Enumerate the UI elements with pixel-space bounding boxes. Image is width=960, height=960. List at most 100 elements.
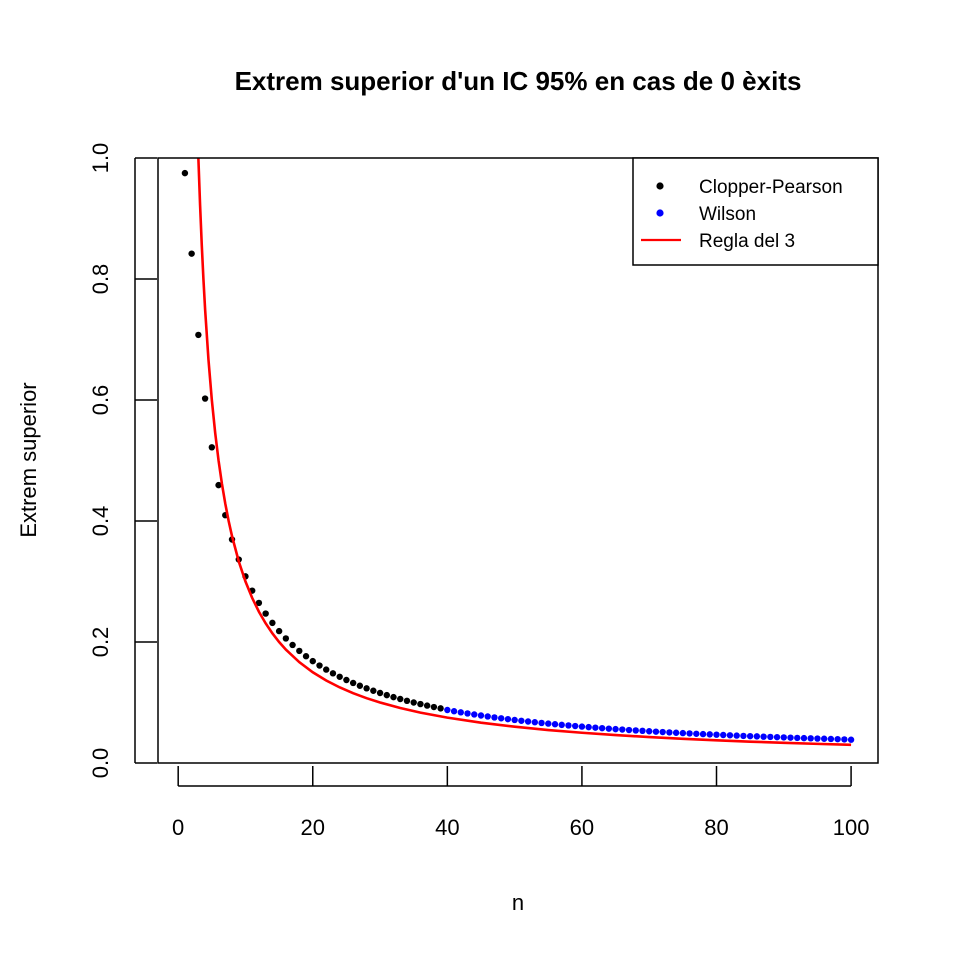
data-point-wilson	[619, 726, 626, 733]
x-tick-label: 80	[704, 815, 728, 840]
data-point-clopper-pearson	[289, 641, 296, 649]
data-point-clopper-pearson	[390, 693, 397, 701]
data-point-wilson	[814, 735, 821, 742]
data-point-clopper-pearson	[403, 697, 411, 705]
data-point-wilson	[800, 734, 808, 742]
x-tick-label: 40	[435, 815, 459, 840]
data-point-wilson	[820, 735, 828, 742]
data-point-wilson	[477, 712, 485, 719]
legend-label-wilson: Wilson	[699, 204, 756, 225]
y-tick-label: 0.8	[88, 264, 113, 295]
data-point-clopper-pearson	[417, 700, 424, 708]
data-point-wilson	[720, 731, 727, 739]
data-point-clopper-pearson	[423, 702, 431, 709]
y-tick-label: 0.0	[88, 748, 113, 779]
data-point-wilson	[538, 719, 545, 727]
data-point-clopper-pearson	[343, 676, 350, 684]
data-point-clopper-pearson	[208, 444, 216, 451]
data-point-wilson	[733, 732, 740, 739]
data-point-clopper-pearson	[363, 685, 370, 692]
data-point-wilson	[693, 730, 700, 737]
data-point-clopper-pearson	[188, 250, 195, 257]
data-point-wilson	[598, 724, 606, 732]
plot-frame	[157, 157, 879, 764]
data-point-clopper-pearson	[329, 670, 337, 677]
legend-label-regla-del-3: Regla del 3	[699, 231, 795, 252]
data-point-wilson	[558, 721, 565, 729]
data-point-wilson	[841, 736, 848, 743]
data-point-wilson	[491, 714, 498, 721]
data-point-wilson	[531, 719, 539, 726]
data-point-clopper-pearson	[282, 635, 290, 642]
data-point-wilson	[794, 734, 801, 742]
data-point-wilson	[524, 718, 532, 725]
data-point-clopper-pearson	[201, 395, 209, 402]
data-point-wilson	[666, 729, 673, 736]
x-axis-label: n	[512, 890, 524, 915]
data-point-wilson	[780, 734, 787, 741]
legend-swatch-wilson	[656, 209, 664, 217]
y-tick-label: 0.2	[88, 627, 113, 658]
data-point-wilson	[572, 722, 579, 730]
data-point-clopper-pearson	[195, 331, 202, 339]
data-point-wilson	[827, 735, 835, 743]
data-point-wilson	[659, 728, 666, 736]
data-point-clopper-pearson	[430, 703, 438, 711]
legend-swatch-clopper-pearson	[656, 182, 664, 190]
data-point-wilson	[545, 720, 552, 727]
data-point-wilson	[753, 733, 761, 740]
data-point-wilson	[565, 722, 572, 729]
data-point-clopper-pearson	[262, 610, 269, 617]
data-point-clopper-pearson	[383, 691, 390, 699]
data-point-wilson	[625, 726, 633, 734]
x-axis: 0 20 40 60 80 100	[172, 766, 869, 840]
data-point-wilson	[767, 733, 774, 741]
data-point-wilson	[605, 725, 613, 732]
data-point-clopper-pearson	[316, 662, 323, 669]
data-point-clopper-pearson	[302, 653, 310, 660]
data-point-clopper-pearson	[370, 687, 377, 694]
data-point-wilson	[672, 729, 680, 736]
x-tick-label: 0	[172, 815, 184, 840]
data-point-wilson	[847, 736, 855, 743]
data-point-clopper-pearson	[376, 689, 384, 697]
legend-label-clopper-pearson: Clopper-Pearson	[699, 177, 843, 198]
data-point-wilson	[679, 729, 687, 737]
data-point-wilson	[484, 713, 491, 720]
data-point-clopper-pearson	[309, 657, 316, 665]
y-axis-label: Extrem superior	[16, 382, 41, 537]
data-point-wilson	[464, 710, 471, 717]
data-point-wilson	[639, 727, 646, 735]
data-point-wilson	[450, 708, 458, 715]
data-point-wilson	[706, 731, 713, 738]
data-point-wilson	[444, 706, 451, 714]
chart-title: Extrem superior d'un IC 95% en cas de 0 …	[235, 66, 802, 96]
data-point-wilson	[612, 725, 619, 733]
series-line-regla-del-3	[197, 158, 852, 747]
data-point-wilson	[646, 728, 653, 735]
data-point-clopper-pearson	[215, 481, 222, 489]
x-tick-label: 100	[833, 815, 870, 840]
data-point-wilson	[592, 724, 599, 731]
data-point-wilson	[713, 731, 720, 738]
y-tick-label: 0.6	[88, 385, 113, 416]
data-point-wilson	[760, 733, 767, 740]
data-point-clopper-pearson	[255, 599, 263, 607]
data-point-clopper-pearson	[181, 169, 189, 177]
data-point-clopper-pearson	[269, 619, 276, 627]
data-point-wilson	[585, 723, 592, 731]
x-tick-label: 20	[301, 815, 325, 840]
data-point-wilson	[497, 715, 505, 722]
data-point-wilson	[787, 734, 794, 741]
data-point-wilson	[471, 711, 478, 718]
y-tick-label: 1.0	[88, 143, 113, 174]
data-point-clopper-pearson	[296, 647, 303, 655]
legend: Clopper-Pearson Wilson Regla del 3	[632, 157, 879, 266]
data-point-clopper-pearson	[397, 695, 404, 703]
data-point-wilson	[807, 735, 814, 742]
data-point-wilson	[578, 723, 586, 730]
data-point-wilson	[652, 728, 660, 735]
data-point-clopper-pearson	[349, 679, 357, 687]
data-point-clopper-pearson	[437, 705, 444, 712]
data-point-clopper-pearson	[323, 666, 330, 673]
